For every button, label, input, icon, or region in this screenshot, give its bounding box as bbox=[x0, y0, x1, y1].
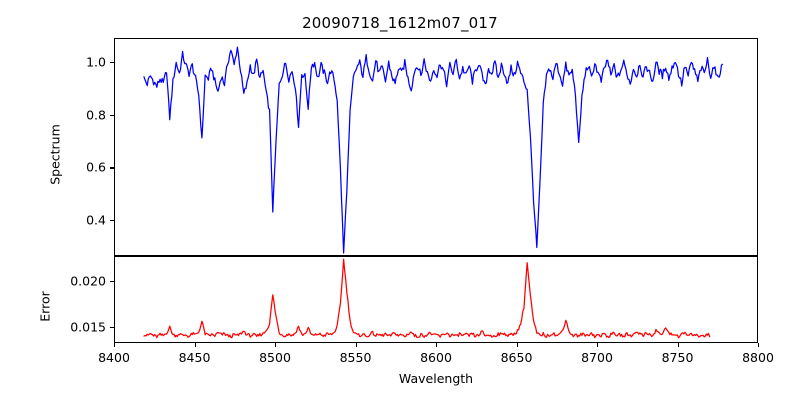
error-panel bbox=[114, 256, 758, 343]
x-tick-label: 8450 bbox=[178, 350, 211, 365]
x-axis-label: Wavelength bbox=[398, 371, 474, 386]
spectrum-plot-area bbox=[115, 39, 757, 255]
spectrum-y-tick-mark bbox=[110, 167, 114, 169]
x-tick-label: 8700 bbox=[581, 350, 613, 365]
error-y-tick-mark bbox=[110, 327, 114, 329]
x-tick-mark bbox=[597, 343, 599, 347]
x-tick-label: 8800 bbox=[742, 350, 774, 365]
spectrum-y-tick-mark bbox=[110, 61, 114, 63]
error-y-tick-label: 0.015 bbox=[70, 319, 106, 335]
error-y-tick-label: 0.020 bbox=[70, 273, 106, 289]
spectrum-y-tick-label: 0.6 bbox=[86, 159, 106, 175]
error-series-line bbox=[143, 258, 711, 339]
error-y-tick-mark bbox=[110, 280, 114, 283]
chart-title: 20090718_1612m07_017 bbox=[302, 14, 498, 32]
spectrum-y-tick-mark bbox=[110, 220, 114, 222]
spectrum-y-tick-label: 0.4 bbox=[86, 212, 106, 228]
spectrum-y-tick-mark bbox=[110, 114, 114, 116]
spectrum-y-tick-label: 1.0 bbox=[86, 54, 106, 70]
x-tick-mark bbox=[194, 343, 196, 347]
x-tick-mark bbox=[758, 343, 760, 347]
x-tick-label: 8600 bbox=[420, 350, 452, 365]
x-tick-mark bbox=[114, 343, 116, 347]
x-tick-mark bbox=[516, 343, 518, 347]
x-tick-label: 8400 bbox=[98, 350, 130, 365]
error-y-axis-label: Error bbox=[37, 291, 53, 322]
error-line-svg bbox=[143, 258, 711, 339]
spectrum-series-line bbox=[143, 46, 724, 254]
x-tick-label: 8550 bbox=[339, 350, 372, 365]
x-tick-mark bbox=[275, 343, 277, 347]
spectrum-y-tick-label: 0.8 bbox=[86, 107, 106, 123]
spectrum-y-axis-label: Spectrum bbox=[47, 124, 63, 185]
spectrum-panel bbox=[114, 38, 758, 256]
error-plot-area bbox=[115, 257, 757, 342]
x-tick-label: 8500 bbox=[259, 350, 291, 365]
x-tick-mark bbox=[355, 343, 357, 347]
spectrum-line-svg bbox=[143, 46, 724, 254]
x-tick-mark bbox=[677, 343, 679, 347]
x-tick-mark bbox=[436, 343, 438, 347]
x-tick-label: 8650 bbox=[500, 350, 533, 365]
x-tick-label: 8750 bbox=[661, 350, 694, 365]
